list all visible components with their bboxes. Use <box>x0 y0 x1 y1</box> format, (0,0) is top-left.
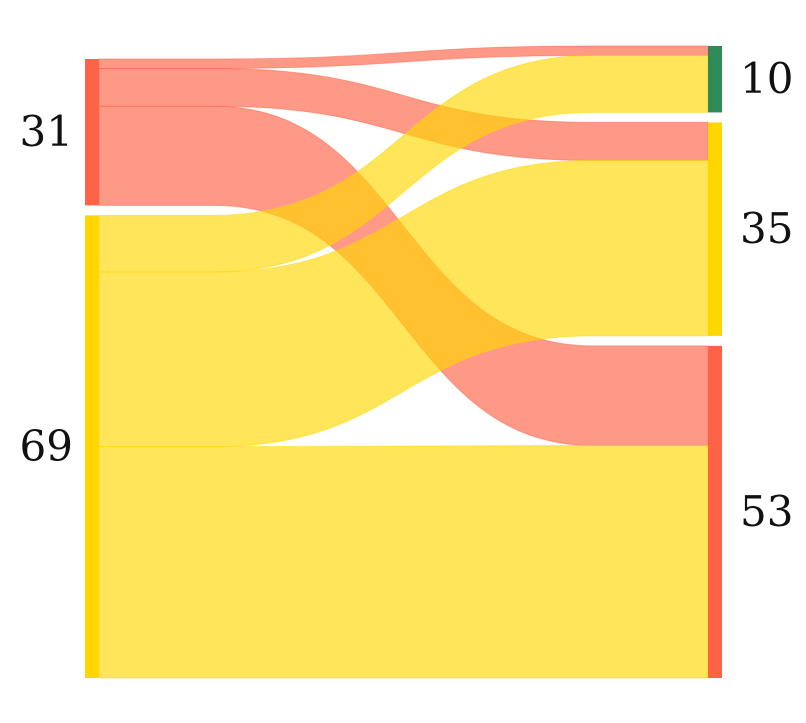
sankey-target-label-0: 10 <box>740 54 793 103</box>
sankey-source-node-0 <box>85 59 99 206</box>
sankey-source-node-1 <box>85 215 99 679</box>
sankey-nodes <box>85 46 722 679</box>
sankey-link-src_yellow-to-tgt_red <box>98 445 709 679</box>
sankey-labels: 31 69 10 35 53 <box>20 54 794 536</box>
sankey-target-node-0 <box>708 46 722 113</box>
sankey-target-node-1 <box>708 122 722 336</box>
sankey-target-node-2 <box>708 345 722 678</box>
sankey-source-label-1: 69 <box>20 422 73 471</box>
sankey-links <box>98 45 709 679</box>
sankey-link-src_yellow-to-tgt_yellow <box>98 159 709 448</box>
sankey-target-label-2: 53 <box>740 487 793 536</box>
sankey-target-label-1: 35 <box>740 204 793 253</box>
sankey-source-label-0: 31 <box>20 107 73 156</box>
sankey-link-src_yellow-to-tgt_green <box>98 54 709 273</box>
